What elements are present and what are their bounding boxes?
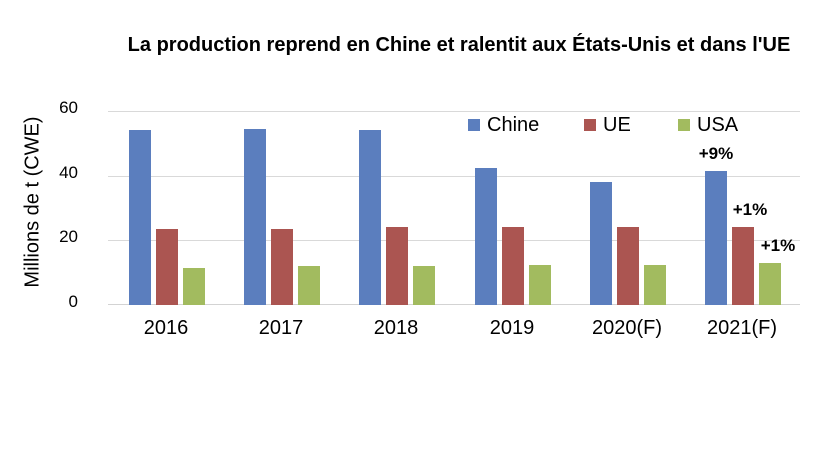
y-tick-label-60: 60 — [59, 98, 78, 117]
bar-usa-2019 — [529, 265, 551, 305]
bar-chine-2017 — [244, 129, 266, 305]
legend-swatch-icon-ue — [584, 119, 596, 131]
bar-chine-2021-f — [705, 171, 727, 305]
x-tick-label-2017: 2017 — [258, 317, 304, 339]
bar-ue-2020-f — [617, 227, 639, 305]
gridline-0 — [108, 304, 800, 305]
annotation-usa-2021-f: +1% — [760, 236, 796, 255]
legend-label-chine: Chine — [487, 114, 540, 136]
bar-usa-2018 — [413, 266, 435, 305]
bar-ue-2021-f — [732, 227, 754, 305]
x-tick-label-2018: 2018 — [373, 317, 419, 339]
bar-usa-2021-f — [759, 263, 781, 305]
bar-ue-2016 — [156, 229, 178, 305]
chart-title: La production reprend en Chine et ralent… — [127, 34, 791, 56]
legend-item-ue: UE — [584, 114, 631, 136]
bar-chine-2018 — [359, 130, 381, 305]
bar-chine-2019 — [475, 168, 497, 305]
legend-label-ue: UE — [603, 114, 631, 136]
gridline-60 — [108, 111, 800, 112]
legend-swatch-icon-chine — [468, 119, 480, 131]
annotation-chine-2021-f: +9% — [698, 144, 734, 163]
x-tick-label-2020-f: 2020(F) — [591, 317, 663, 339]
legend-item-chine: Chine — [468, 114, 539, 136]
y-axis-title: Millions de t (CWE) — [21, 116, 44, 288]
bar-ue-2018 — [386, 227, 408, 305]
legend-label-usa: USA — [697, 114, 739, 136]
x-tick-label-2021-f: 2021(F) — [706, 317, 778, 339]
bar-ue-2019 — [502, 227, 524, 305]
bar-usa-2020-f — [644, 265, 666, 305]
bar-chine-2020-f — [590, 182, 612, 305]
y-tick-label-0: 0 — [68, 292, 78, 311]
annotation-ue-2021-f: +1% — [732, 200, 768, 219]
legend-swatch-icon-usa — [678, 119, 690, 131]
legend-item-usa: USA — [678, 114, 738, 136]
plot-area: +9% +1% +1% — [108, 111, 800, 305]
y-tick-label-40: 40 — [59, 163, 78, 182]
bar-usa-2017 — [298, 266, 320, 305]
bar-chine-2016 — [129, 130, 151, 305]
bar-usa-2016 — [183, 268, 205, 305]
gridline-20 — [108, 240, 800, 241]
x-tick-label-2019: 2019 — [489, 317, 535, 339]
x-tick-label-2016: 2016 — [143, 317, 189, 339]
y-tick-label-20: 20 — [59, 227, 78, 246]
gridline-40 — [108, 176, 800, 177]
bar-ue-2017 — [271, 229, 293, 305]
